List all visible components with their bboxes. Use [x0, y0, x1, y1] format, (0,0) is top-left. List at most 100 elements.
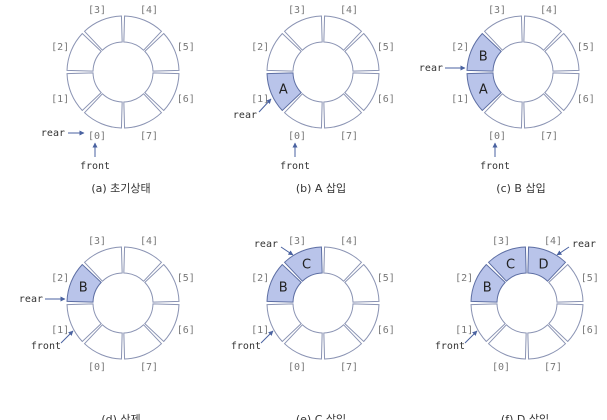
- queue-slot: [144, 263, 180, 303]
- queue-slot: [548, 263, 584, 303]
- queue-slot: [283, 93, 323, 129]
- queue-slot: [83, 246, 123, 282]
- slot-value: D: [538, 257, 548, 272]
- slot-index-label: [7]: [340, 362, 358, 373]
- slot-value: A: [279, 82, 288, 97]
- slot-value: B: [279, 281, 288, 296]
- rear-arrow: [258, 98, 272, 113]
- queue-slot: [470, 263, 506, 303]
- rear-pointer-label: rear: [233, 110, 257, 121]
- queue-slot: [144, 303, 180, 343]
- rear-pointer-label: rear: [419, 63, 443, 74]
- queue-slot: [523, 15, 563, 51]
- slot-index-label: [0]: [88, 362, 106, 373]
- panel-caption: (e) C 삽입: [296, 413, 346, 420]
- panel-caption: (f) D 삽입: [501, 413, 549, 420]
- queue-panel: [0] [1] [2] B [3] [4] [5] [6] [7] rear front (d) 삭제: [19, 236, 195, 420]
- slot-value: A: [479, 82, 488, 97]
- slot-index-label: [5]: [377, 42, 395, 53]
- slot-index-label: [1]: [455, 325, 473, 336]
- queue-slot: [323, 93, 363, 129]
- slot-index-label: [3]: [288, 5, 306, 16]
- queue-slot: [487, 324, 527, 360]
- slot-index-label: [0]: [288, 131, 306, 142]
- queue-slot: [66, 72, 102, 112]
- queue-slot: [266, 32, 302, 72]
- slot-value: B: [479, 50, 488, 65]
- queue-slot: [144, 72, 180, 112]
- slot-index-label: [3]: [88, 5, 106, 16]
- queue-panel: [0] [1] A [2] [3] [4] [5] [6] [7] rear front (b) A …: [233, 5, 395, 195]
- rear-arrow: [556, 246, 570, 256]
- front-pointer-label: front: [280, 161, 310, 172]
- queue-slot: [66, 32, 102, 72]
- queue-slot: [266, 263, 302, 303]
- slot-index-label: [4]: [540, 5, 558, 16]
- slot-value: B: [79, 281, 88, 296]
- slot-index-label: [4]: [140, 5, 158, 16]
- queue-slot: [344, 263, 380, 303]
- slot-index-label: [6]: [377, 94, 395, 105]
- slot-index-label: [0]: [488, 131, 506, 142]
- queue-slot: [544, 72, 580, 112]
- queue-slot: [123, 93, 163, 129]
- slot-index-label: [2]: [51, 42, 69, 53]
- rear-pointer-label: rear: [19, 294, 43, 305]
- slot-index-label: [5]: [377, 273, 395, 284]
- queue-slot: [123, 15, 163, 51]
- slot-index-label: [3]: [88, 236, 106, 247]
- panel-caption: (d) 삭제: [101, 413, 140, 420]
- slot-index-label: [5]: [177, 42, 195, 53]
- front-arrow: [60, 330, 74, 344]
- panel-caption: (c) B 삽입: [496, 182, 545, 195]
- queue-slot: [83, 15, 123, 51]
- queue-slot: [83, 324, 123, 360]
- slot-index-label: [6]: [581, 325, 599, 336]
- queue-slot: [487, 246, 527, 282]
- queue-slot: [123, 324, 163, 360]
- slot-index-label: [3]: [492, 236, 510, 247]
- slot-index-label: [1]: [251, 325, 269, 336]
- slot-index-label: [7]: [544, 362, 562, 373]
- slot-value: B: [483, 281, 492, 296]
- slot-index-label: [3]: [488, 5, 506, 16]
- queue-slot: [283, 324, 323, 360]
- queue-slot: [283, 246, 323, 282]
- queue-slot: [266, 303, 302, 343]
- slot-index-label: [6]: [377, 325, 395, 336]
- queue-slot: [144, 32, 180, 72]
- rear-arrow: [280, 246, 294, 256]
- slot-index-label: [5]: [577, 42, 595, 53]
- queue-panel: [0] [1] [2] B [3] C [4] D [5] [6] [7] rear front (f) …: [435, 236, 599, 420]
- queue-slot: [483, 15, 523, 51]
- slot-index-label: [4]: [140, 236, 158, 247]
- queue-panel: [0] [1] A [2] B [3] [4] [5] [6] [7] rear front (c) B…: [419, 5, 595, 195]
- panel-caption: (a) 초기상태: [91, 182, 150, 195]
- queue-slot: [83, 93, 123, 129]
- front-arrow: [464, 330, 478, 344]
- slot-value: C: [302, 257, 311, 272]
- queue-slot: [266, 72, 302, 112]
- queue-slot: [483, 93, 523, 129]
- rear-pointer-label: rear: [572, 239, 596, 250]
- queue-slot: [527, 324, 567, 360]
- slot-index-label: [5]: [581, 273, 599, 284]
- slot-value: C: [506, 257, 515, 272]
- front-pointer-label: front: [480, 161, 510, 172]
- queue-slot: [544, 32, 580, 72]
- queue-slot: [548, 303, 584, 343]
- front-pointer-label: front: [80, 161, 110, 172]
- slot-index-label: [7]: [140, 362, 158, 373]
- queue-slot: [283, 15, 323, 51]
- slot-index-label: [2]: [51, 273, 69, 284]
- slot-index-label: [7]: [540, 131, 558, 142]
- front-pointer-label: front: [435, 341, 465, 352]
- queue-slot: [323, 15, 363, 51]
- queue-slot: [323, 246, 363, 282]
- slot-index-label: [1]: [51, 325, 69, 336]
- front-pointer-label: front: [231, 341, 261, 352]
- queue-slot: [123, 246, 163, 282]
- slot-index-label: [4]: [340, 236, 358, 247]
- queue-slot: [523, 93, 563, 129]
